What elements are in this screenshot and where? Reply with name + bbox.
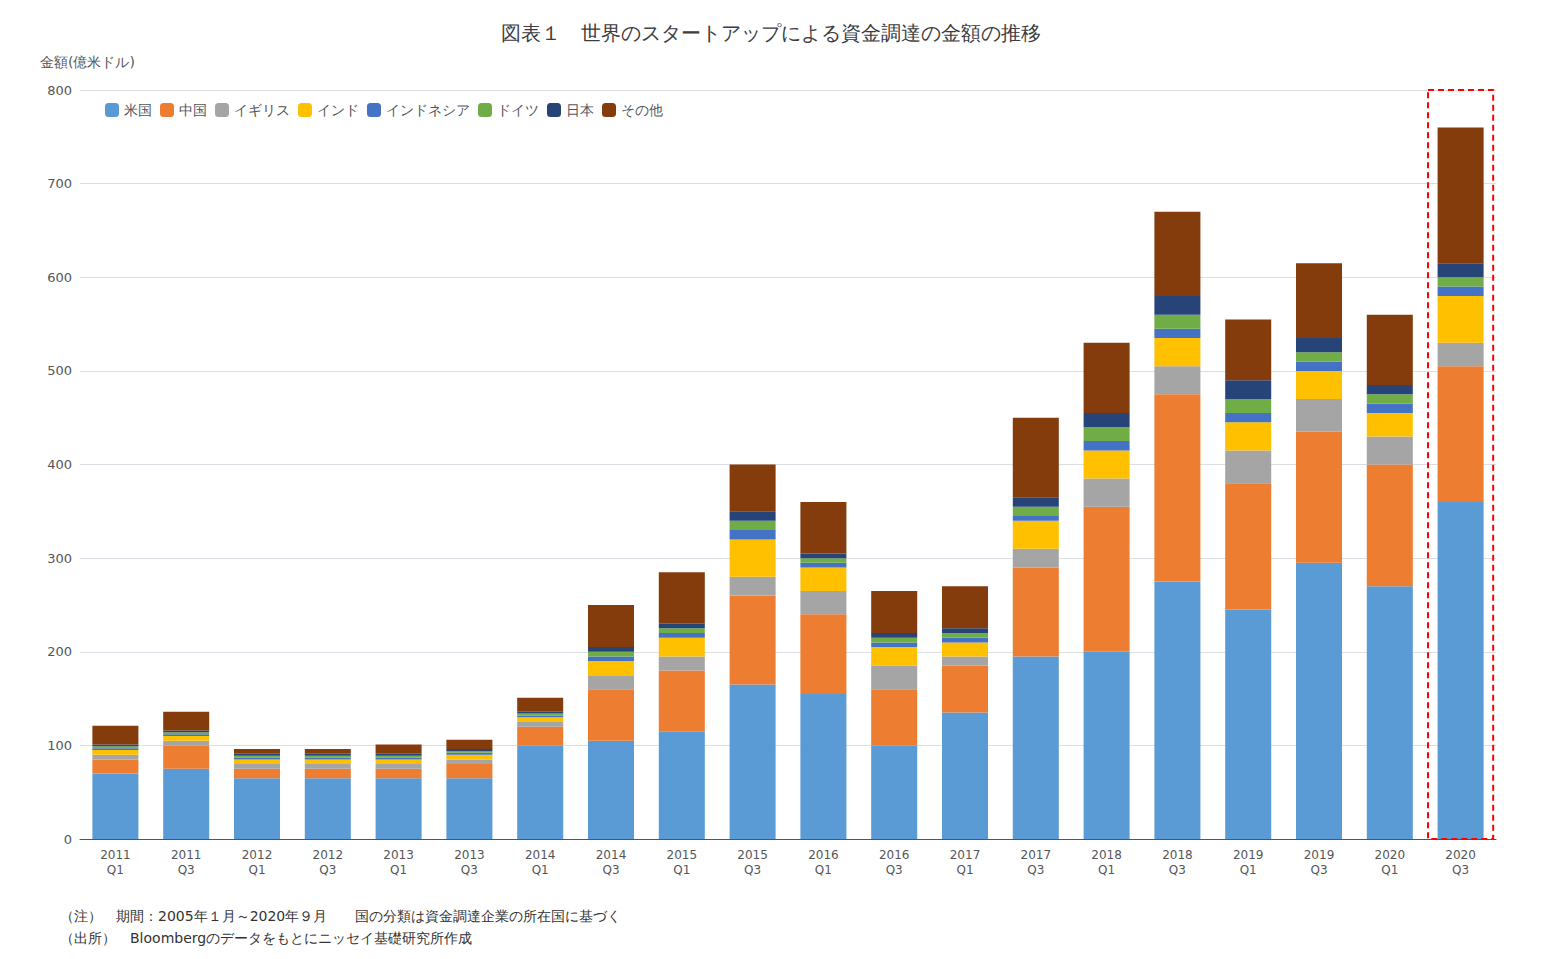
svg-text:Q1: Q1 (956, 863, 973, 877)
svg-text:Q3: Q3 (319, 863, 336, 877)
svg-text:米国: 米国 (124, 102, 152, 118)
svg-text:2019: 2019 (1233, 848, 1264, 862)
svg-text:2015: 2015 (667, 848, 698, 862)
svg-text:インド: インド (317, 102, 359, 118)
svg-text:中国: 中国 (179, 102, 207, 118)
svg-text:インドネシア: インドネシア (386, 102, 470, 118)
svg-text:Q1: Q1 (532, 863, 549, 877)
svg-text:Q1: Q1 (1098, 863, 1115, 877)
svg-text:Q1: Q1 (673, 863, 690, 877)
svg-text:金額(億米ドル): 金額(億米ドル) (40, 54, 135, 70)
svg-text:2018: 2018 (1091, 848, 1122, 862)
svg-text:Q1: Q1 (1381, 863, 1398, 877)
svg-text:2011: 2011 (100, 848, 131, 862)
svg-text:2013: 2013 (383, 848, 414, 862)
svg-text:Q1: Q1 (107, 863, 124, 877)
svg-text:日本: 日本 (566, 102, 594, 118)
svg-text:Q3: Q3 (1452, 863, 1469, 877)
svg-text:2020: 2020 (1375, 848, 1406, 862)
svg-text:2017: 2017 (950, 848, 981, 862)
svg-text:その他: その他 (621, 102, 663, 118)
svg-text:Q1: Q1 (1240, 863, 1257, 877)
svg-text:700: 700 (47, 176, 72, 191)
svg-text:Q3: Q3 (1169, 863, 1186, 877)
svg-text:Q3: Q3 (178, 863, 195, 877)
svg-text:2012: 2012 (313, 848, 344, 862)
svg-text:Q1: Q1 (248, 863, 265, 877)
svg-text:Q3: Q3 (1310, 863, 1327, 877)
svg-text:100: 100 (47, 738, 72, 753)
svg-text:（注） 期間：2005年１月～2020年９月 国の分類は資: （注） 期間：2005年１月～2020年９月 国の分類は資金調達企業の所在国に基… (60, 908, 621, 924)
svg-text:2015: 2015 (737, 848, 768, 862)
svg-text:Q1: Q1 (390, 863, 407, 877)
svg-text:イギリス: イギリス (234, 102, 290, 118)
svg-text:Q1: Q1 (815, 863, 832, 877)
svg-text:0: 0 (64, 832, 72, 847)
svg-text:500: 500 (47, 363, 72, 378)
svg-text:2016: 2016 (808, 848, 839, 862)
svg-text:Q3: Q3 (602, 863, 619, 877)
svg-text:Q3: Q3 (1027, 863, 1044, 877)
svg-text:2012: 2012 (242, 848, 273, 862)
svg-text:300: 300 (47, 551, 72, 566)
svg-text:400: 400 (47, 457, 72, 472)
svg-text:（出所） Bloombergのデータをもとにニッセイ基礎研究: （出所） Bloombergのデータをもとにニッセイ基礎研究所作成 (60, 930, 472, 946)
svg-text:Q3: Q3 (744, 863, 761, 877)
svg-text:2016: 2016 (879, 848, 910, 862)
svg-text:2020: 2020 (1445, 848, 1476, 862)
svg-text:2013: 2013 (454, 848, 485, 862)
svg-text:2018: 2018 (1162, 848, 1193, 862)
svg-text:800: 800 (47, 83, 72, 98)
svg-text:2011: 2011 (171, 848, 202, 862)
svg-text:ドイツ: ドイツ (497, 102, 539, 118)
svg-text:2019: 2019 (1304, 848, 1335, 862)
svg-text:200: 200 (47, 644, 72, 659)
svg-text:Q3: Q3 (461, 863, 478, 877)
svg-text:600: 600 (47, 270, 72, 285)
svg-text:2017: 2017 (1021, 848, 1052, 862)
svg-text:2014: 2014 (525, 848, 556, 862)
svg-text:Q3: Q3 (886, 863, 903, 877)
svg-text:2014: 2014 (596, 848, 627, 862)
svg-text:図表１ 世界のスタートアップによる資金調達の金額の推移: 図表１ 世界のスタートアップによる資金調達の金額の推移 (501, 21, 1041, 45)
